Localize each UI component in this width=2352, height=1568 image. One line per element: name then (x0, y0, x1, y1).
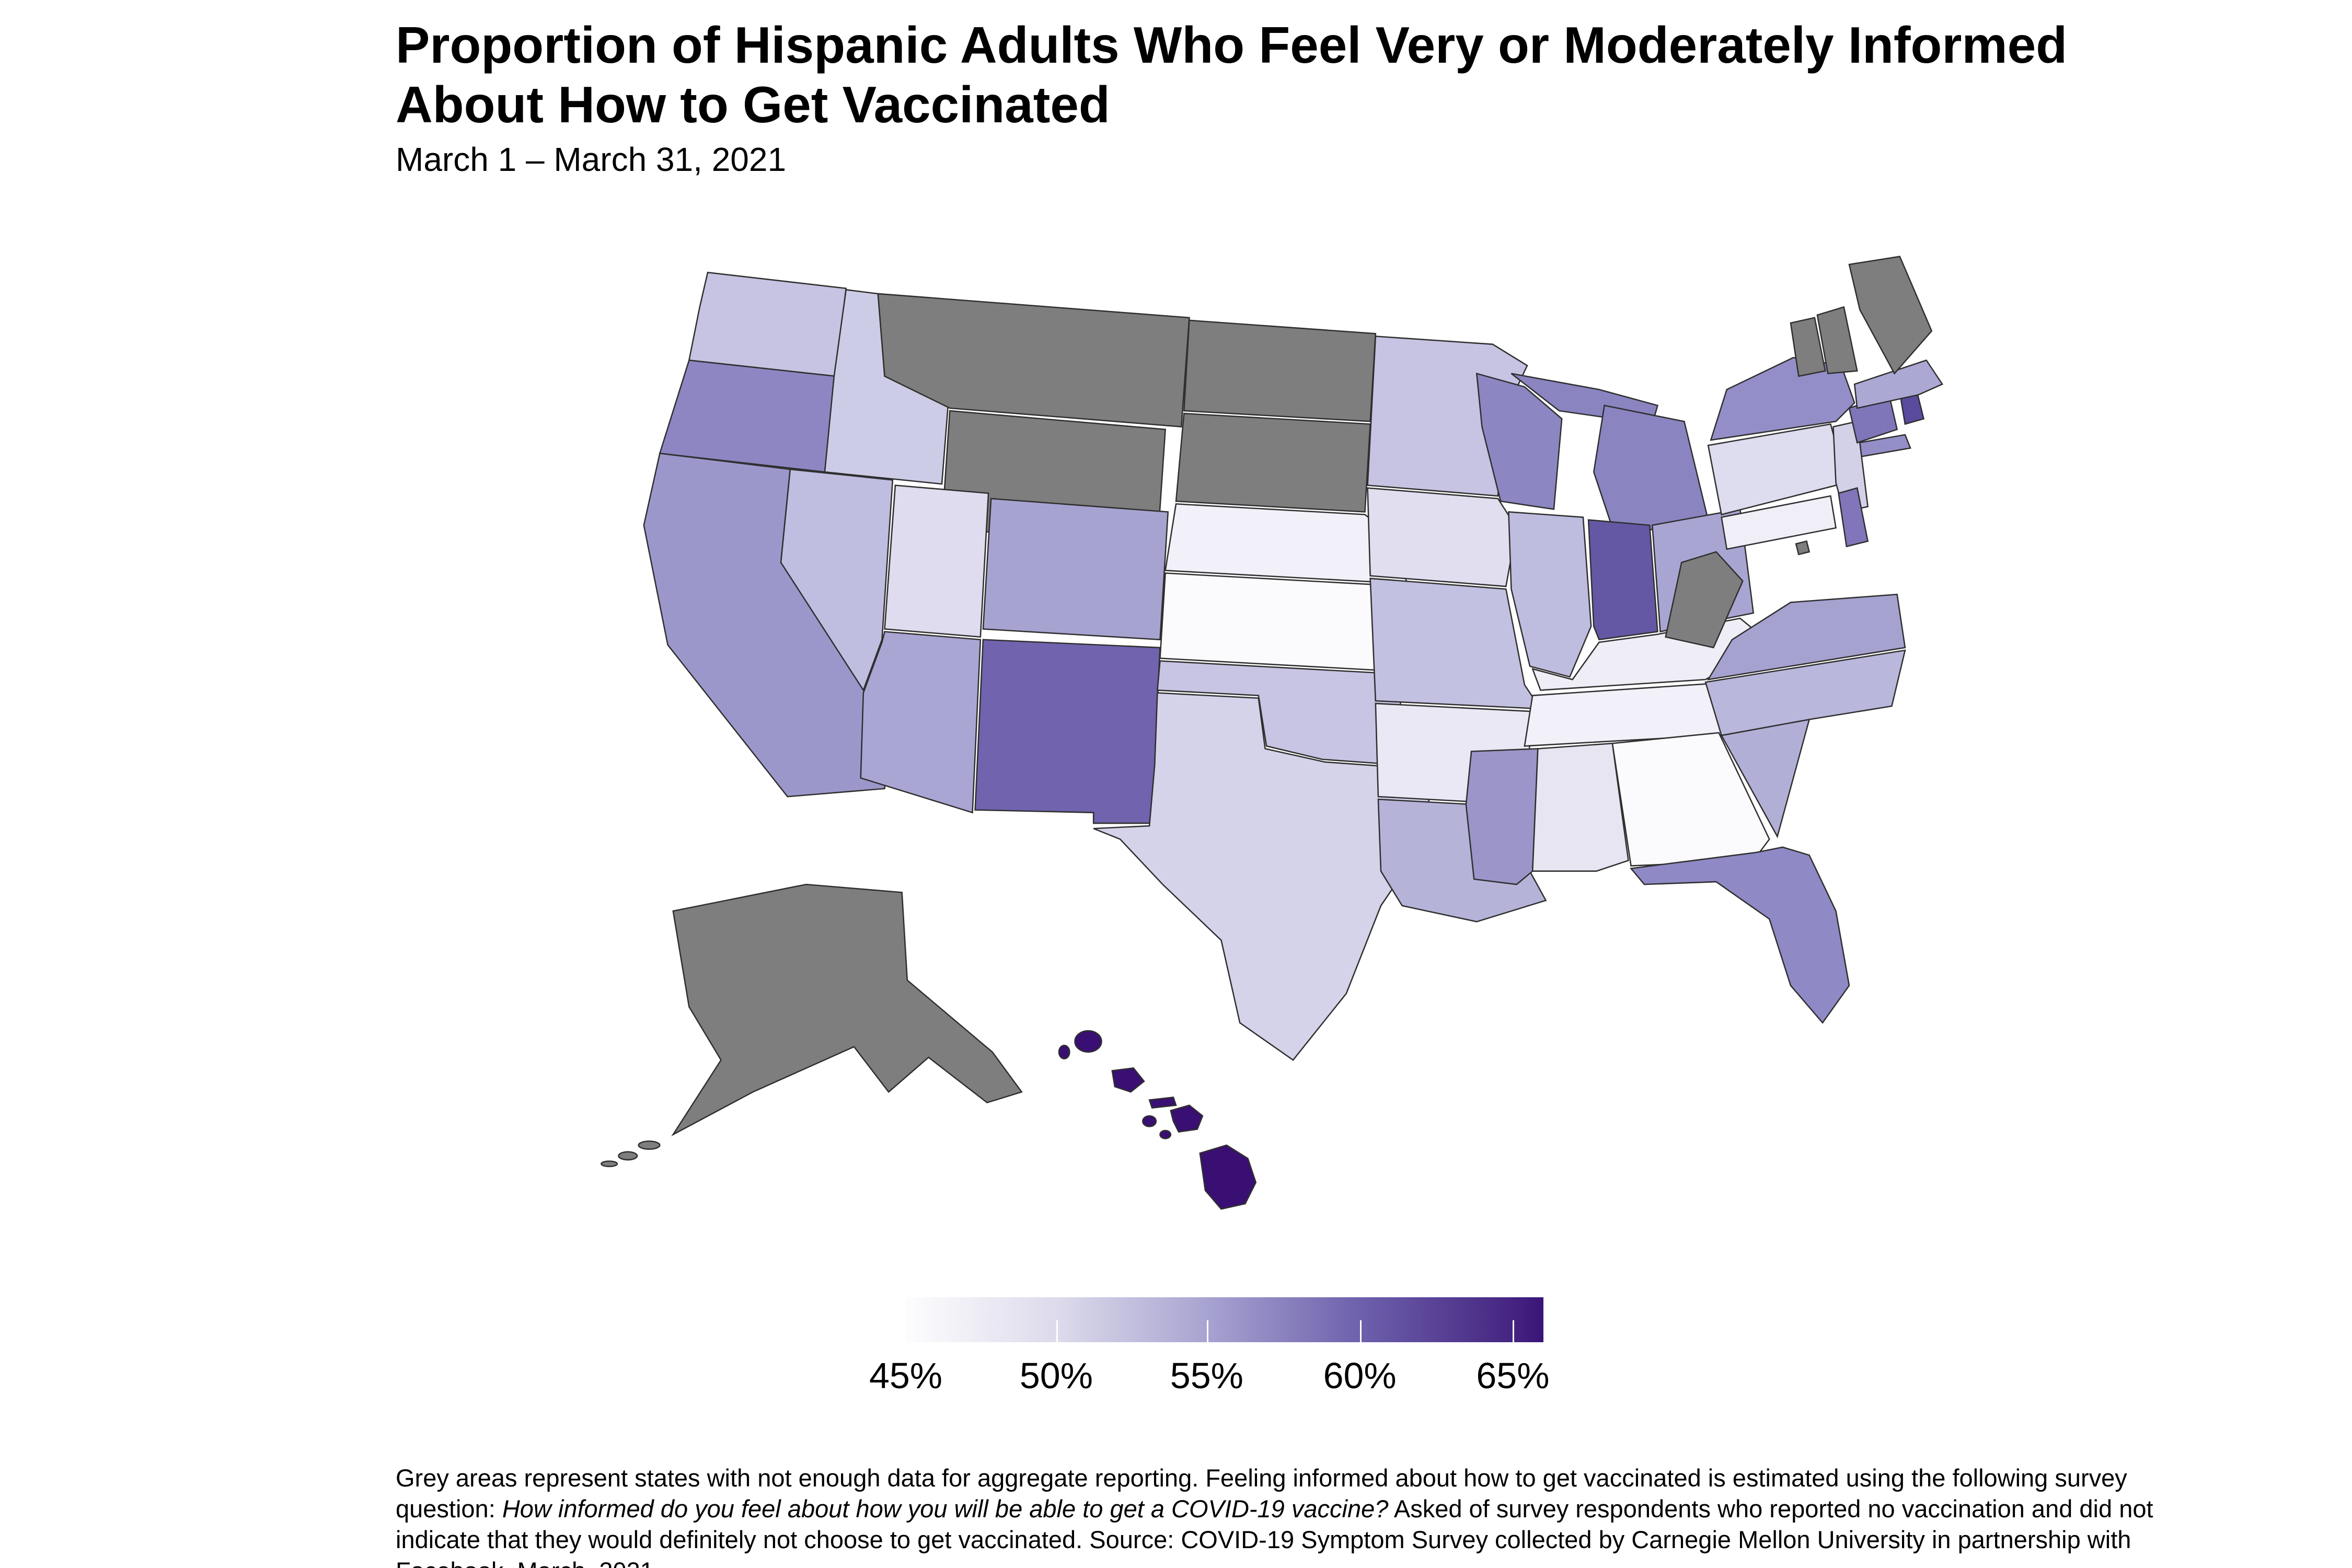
state-arizona (860, 631, 982, 814)
title-line-1: Proportion of Hispanic Adults Who Feel V… (396, 16, 2068, 74)
hawaii-big-island (1199, 1144, 1257, 1210)
state-montana (877, 293, 1190, 428)
state-alaska (671, 883, 1023, 1137)
state-illinois (1508, 511, 1592, 678)
state-wisconsin (1475, 372, 1563, 510)
state-washington (688, 271, 847, 377)
legend-tick-mark (1206, 1320, 1208, 1342)
state-oregon (659, 359, 836, 473)
state-massachusetts (1853, 359, 1944, 409)
alaska-aleutian-island (638, 1140, 661, 1150)
state-florida (1630, 846, 1850, 1024)
legend-tick-label: 45% (869, 1355, 943, 1396)
alaska-aleutian-island (601, 1160, 618, 1168)
state-michigan (1593, 405, 1709, 537)
legend-tick-label: 50% (1019, 1355, 1093, 1396)
footnote-part-3: Asked of survey respondents who reported… (396, 1495, 2153, 1568)
state-nevada (780, 468, 894, 692)
legend-tick-mark (1056, 1320, 1058, 1342)
state-new-mexico (974, 639, 1161, 824)
footnote-survey-question: How informed do you feel about how you w… (502, 1495, 1389, 1523)
state-south-dakota (1175, 412, 1371, 513)
hawaii-kahoolawe (1159, 1129, 1172, 1139)
footnote: Grey areas represent states with not eno… (396, 1462, 2204, 1568)
legend-tick-mark (1513, 1320, 1515, 1342)
state-north-carolina (1704, 649, 1906, 736)
us-choropleth-map (591, 243, 2054, 1254)
state-texas (1093, 692, 1433, 1061)
hawaii-molokai (1148, 1097, 1177, 1109)
page-title: Proportion of Hispanic Adults Who Feel V… (396, 16, 2067, 134)
state-maryland (1721, 495, 1837, 550)
legend-tick-label: 60% (1323, 1355, 1397, 1396)
legend-gradient-bar (906, 1297, 1543, 1342)
state-district-of-columbia (1795, 540, 1811, 556)
legend-tick-label: 65% (1476, 1355, 1550, 1396)
legend-tick-labels: 45% 50% 55% 60% 65% (869, 1355, 1550, 1402)
state-west-virginia (1665, 551, 1744, 649)
footnote-part-1: Grey areas represent states with not eno… (396, 1464, 2127, 1523)
hawaii-lanai (1142, 1115, 1157, 1127)
legend-tick-mark (1359, 1320, 1362, 1342)
state-iowa (1367, 487, 1517, 587)
hawaii-maui (1170, 1104, 1204, 1133)
hawaii-oahu (1111, 1067, 1145, 1093)
state-colorado (982, 498, 1169, 641)
state-alabama (1531, 742, 1629, 872)
us-map-svg (601, 256, 1944, 1210)
state-virginia (1707, 593, 1906, 681)
hawaii-kauai (1074, 1030, 1102, 1053)
state-mississippi (1465, 748, 1539, 885)
alaska-aleutian-island (618, 1151, 638, 1161)
date-range-subtitle: March 1 – March 31, 2021 (396, 141, 787, 178)
legend-tick-label: 55% (1170, 1355, 1243, 1396)
state-georgia (1611, 732, 1770, 867)
state-vermont (1790, 317, 1826, 377)
state-north-dakota (1183, 319, 1377, 422)
title-line-2: About How to Get Vaccinated (396, 75, 1110, 133)
state-indiana (1587, 519, 1658, 641)
state-new-hampshire (1816, 306, 1858, 375)
hawaii-niihau (1058, 1044, 1070, 1059)
state-maine (1848, 256, 1933, 375)
state-utah (884, 485, 989, 638)
state-delaware (1838, 487, 1869, 548)
